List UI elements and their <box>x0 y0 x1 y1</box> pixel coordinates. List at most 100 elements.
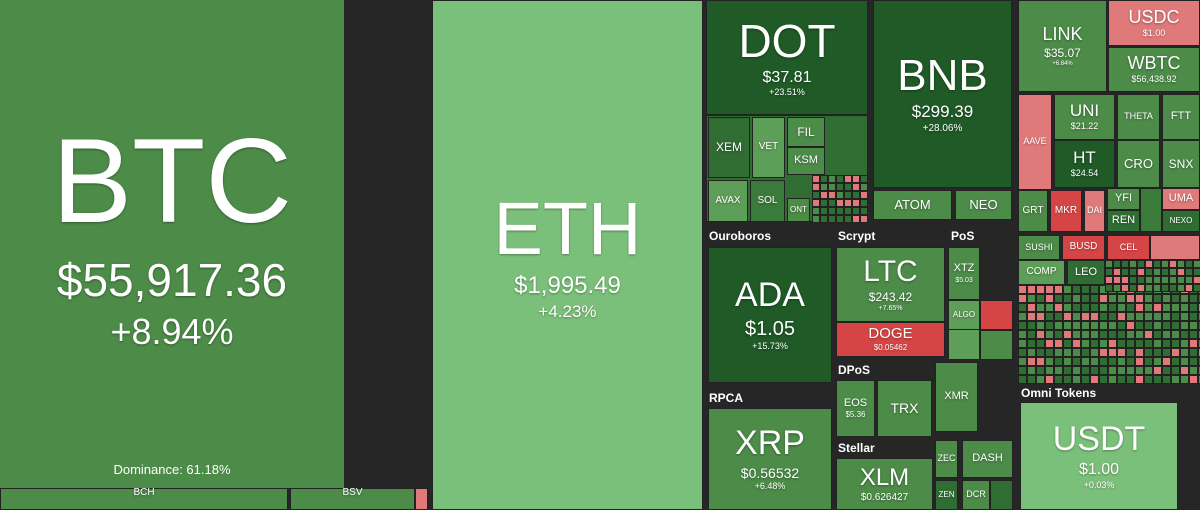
tile[interactable]: REN <box>1107 210 1140 232</box>
cell <box>1113 284 1121 292</box>
cell <box>1161 276 1169 284</box>
tile[interactable]: NEXO <box>1162 210 1200 232</box>
cell <box>1072 366 1081 375</box>
tile[interactable]: KSM <box>787 147 825 175</box>
tile[interactable]: CRO <box>1117 140 1160 188</box>
cell <box>1063 303 1072 312</box>
tile[interactable]: FIL <box>787 117 825 147</box>
tile[interactable]: WBTC $56,438.92 <box>1108 47 1200 92</box>
cell <box>1180 348 1189 357</box>
tile[interactable]: XMR <box>935 362 978 432</box>
price: $37.81 <box>762 68 812 86</box>
cell <box>1105 260 1113 268</box>
tile[interactable]: USDC $1.00 <box>1108 0 1200 46</box>
tile[interactable]: SUSHI <box>1018 235 1060 260</box>
cell <box>1018 330 1027 339</box>
tile[interactable]: BNB $299.39 +28.06% <box>873 0 1012 188</box>
tile[interactable]: BTC $55,917.36 +8.94% <box>0 0 344 488</box>
group-label: DPoS <box>838 363 871 377</box>
tile[interactable]: LTC $243.42 +7.65% <box>836 247 945 322</box>
tile[interactable]: MKR <box>1050 190 1082 232</box>
symbol: THETA <box>1124 111 1153 122</box>
cell <box>1054 339 1063 348</box>
cell <box>1054 285 1063 294</box>
tile[interactable]: COMP <box>1018 260 1065 285</box>
tile[interactable]: EOS $5.36 <box>836 380 875 437</box>
symbol: ZEC <box>937 453 956 464</box>
tile[interactable]: CEL <box>1107 235 1150 260</box>
tile[interactable]: BUSD <box>1062 235 1105 260</box>
group-label: Scrypt <box>838 229 876 243</box>
tile[interactable]: ZEN <box>935 480 958 510</box>
cell <box>1072 330 1081 339</box>
cell <box>1144 294 1153 303</box>
tile[interactable]: LINK $35.07 +6.84% <box>1018 0 1107 92</box>
cell <box>1161 268 1169 276</box>
tile[interactable]: UMA <box>1162 188 1200 210</box>
tile[interactable]: BSV <box>290 488 415 502</box>
cell <box>1153 375 1162 384</box>
tile[interactable]: XRP $0.56532 +6.48% <box>708 408 832 510</box>
cell <box>1063 348 1072 357</box>
tile[interactable]: ATOM <box>873 190 952 220</box>
tile[interactable]: ADA $1.05 +15.73% <box>708 247 832 383</box>
cell <box>1045 357 1054 366</box>
cell <box>1171 303 1180 312</box>
tile[interactable]: USDT $1.00 +0.03% <box>1020 402 1178 510</box>
price: $1.00 <box>1142 27 1166 38</box>
cell <box>1189 357 1198 366</box>
cell <box>1018 321 1027 330</box>
tile[interactable]: ZEC <box>935 440 958 478</box>
cell <box>1027 321 1036 330</box>
tile[interactable]: HT $24.54 <box>1054 140 1115 188</box>
cell <box>1153 348 1162 357</box>
tile[interactable]: TRX <box>877 380 932 437</box>
symbol: LTC <box>863 255 918 289</box>
cell <box>1185 276 1193 284</box>
tile[interactable]: DAI <box>1084 190 1105 232</box>
cell <box>1036 285 1045 294</box>
cell <box>1144 348 1153 357</box>
tile[interactable]: GRT <box>1018 190 1048 232</box>
tile[interactable]: XLM $0.626427 <box>836 458 933 510</box>
cell <box>1108 330 1117 339</box>
tile[interactable]: AVAX <box>708 180 748 222</box>
cell <box>1162 375 1171 384</box>
tile[interactable]: DCR <box>962 480 990 510</box>
cell <box>1144 366 1153 375</box>
cell <box>1081 348 1090 357</box>
tile[interactable]: FTT <box>1162 94 1200 140</box>
tile[interactable]: DOGE $0.05462 <box>836 322 945 357</box>
tile[interactable]: BCH <box>0 488 288 502</box>
cell <box>1121 268 1129 276</box>
cell <box>828 175 836 183</box>
cell <box>1045 321 1054 330</box>
tile[interactable]: UNI $21.22 <box>1054 94 1115 140</box>
tile[interactable]: LEO <box>1067 260 1105 285</box>
group-label: Ouroboros <box>709 229 771 243</box>
cell <box>1045 366 1054 375</box>
cell <box>828 183 836 191</box>
tile[interactable]: XTZ $5.03 <box>948 247 980 300</box>
tile[interactable]: NEO <box>955 190 1012 220</box>
tile[interactable]: AAVE <box>1018 94 1052 190</box>
tile[interactable]: ETH $1,995.49 +4.23% <box>432 0 703 510</box>
cell <box>1072 321 1081 330</box>
cell <box>852 183 860 191</box>
tile[interactable]: ONT <box>787 198 810 222</box>
tile[interactable]: SOL <box>750 180 785 222</box>
price: $56,438.92 <box>1131 74 1177 85</box>
tile[interactable]: SNX <box>1162 140 1200 188</box>
tile[interactable]: THETA <box>1117 94 1160 140</box>
tile[interactable]: DOT $37.81 +23.51% <box>706 0 868 115</box>
cell <box>1081 366 1090 375</box>
cell <box>1054 294 1063 303</box>
cell <box>1177 268 1185 276</box>
symbol: BCH <box>133 488 155 498</box>
tile[interactable]: VET <box>752 117 785 178</box>
tile[interactable]: DASH <box>962 440 1013 478</box>
tile[interactable]: ALGO <box>948 300 980 330</box>
tile[interactable]: XEM <box>708 117 750 178</box>
tile[interactable]: YFI <box>1107 188 1140 210</box>
block <box>980 300 1013 330</box>
